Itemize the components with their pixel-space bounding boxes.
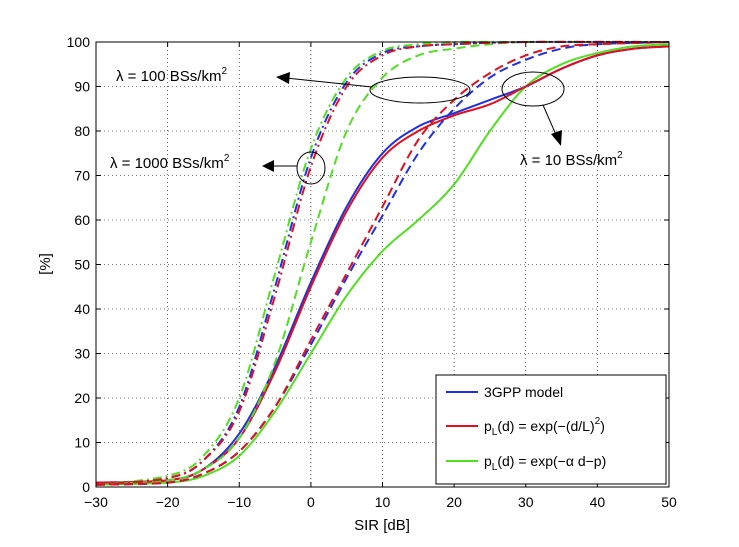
annotations: λ = 100 BSs/km2 λ = 1000 BSs/km2 λ = 10 … — [110, 66, 623, 185]
legend-label-3gpp: 3GPP model — [484, 384, 563, 400]
legend-squared-exp-mid: (d) = exp(−(d/L) — [497, 418, 594, 434]
arrow-lambda-1000-head — [262, 160, 274, 172]
x-tick-label: 40 — [590, 494, 606, 510]
legend-label-exp-linear: pL(d) = exp(−α d−p) — [484, 453, 606, 473]
x-tick-label: 50 — [661, 494, 677, 510]
annotation-lambda-1000-text: λ = 1000 BSs/km — [110, 155, 224, 172]
x-axis-label: SIR [dB] — [354, 517, 410, 534]
y-tick-label: 100 — [67, 34, 91, 50]
annotation-lambda-1000: λ = 1000 BSs/km2 — [110, 153, 230, 172]
series-line-dashdot-6 — [95, 40, 670, 486]
annotation-lambda-100: λ = 100 BSs/km2 — [116, 66, 227, 85]
x-tick-label: 0 — [307, 494, 315, 510]
legend-label-squared-exp: pL(d) = exp(−(d/L)2) — [484, 416, 605, 438]
y-tick-label: 0 — [82, 479, 90, 495]
y-tick-label: 60 — [74, 212, 90, 228]
ellipse-lambda-1000 — [296, 151, 326, 185]
arrow-lambda-100-head — [276, 72, 290, 84]
annotation-lambda-10-sup: 2 — [617, 150, 623, 161]
x-tick-label: −20 — [156, 494, 180, 510]
legend: 3GPP model pL(d) = exp(−(d/L)2) pL(d) = … — [435, 374, 667, 485]
series-line-dashdot-8 — [95, 40, 669, 486]
y-tick-label: 50 — [74, 257, 90, 273]
y-tick-label: 20 — [74, 390, 90, 406]
y-tick-label: 80 — [74, 123, 90, 139]
y-tick-label: 90 — [74, 79, 90, 95]
annotation-lambda-10: λ = 10 BSs/km2 — [520, 150, 623, 169]
annotation-lambda-100-text: λ = 100 BSs/km — [116, 68, 221, 85]
tick-labels: −30 −20 −10 0 10 20 30 40 50 0 10 20 30 40 50 60 70 80 90 1… — [67, 34, 677, 510]
legend-exp-linear-base: p — [484, 453, 492, 469]
y-tick-label: 40 — [74, 301, 90, 317]
y-tick-label: 70 — [74, 168, 90, 184]
x-tick-label: 30 — [518, 494, 534, 510]
arrow-lambda-100-shaft — [285, 77, 373, 88]
legend-squared-exp-sup: 2 — [595, 416, 601, 427]
series-line-dashed-4 — [95, 41, 670, 486]
y-axis-label: [%] — [37, 253, 54, 275]
legend-exp-linear-mid: (d) = exp(−α d−p) — [497, 453, 606, 469]
y-tick-label: 30 — [74, 346, 90, 362]
annotation-lambda-100-sup: 2 — [221, 66, 227, 77]
ellipse-lambda-100 — [369, 76, 471, 104]
arrow-lambda-10-shaft — [542, 104, 558, 138]
ellipse-lambda-10 — [501, 71, 565, 107]
x-tick-label: 20 — [446, 494, 462, 510]
y-tick-label: 10 — [74, 435, 90, 451]
x-tick-label: 10 — [375, 494, 391, 510]
legend-squared-exp-sub: L — [492, 427, 498, 438]
annotation-lambda-10-text: λ = 10 BSs/km — [520, 152, 617, 169]
legend-squared-exp-base: p — [484, 418, 492, 434]
series-line-solid-2 — [95, 43, 670, 486]
arrow-lambda-10-head — [551, 130, 562, 146]
x-tick-label: −30 — [84, 494, 108, 510]
legend-exp-linear-sub: L — [492, 462, 498, 473]
series-line-dashdot-7 — [95, 40, 670, 486]
legend-box — [435, 374, 667, 485]
legend-squared-exp-end: ) — [600, 418, 605, 434]
x-tick-label: −10 — [227, 494, 251, 510]
annotation-lambda-1000-sup: 2 — [224, 153, 230, 164]
series-layer — [95, 40, 670, 486]
